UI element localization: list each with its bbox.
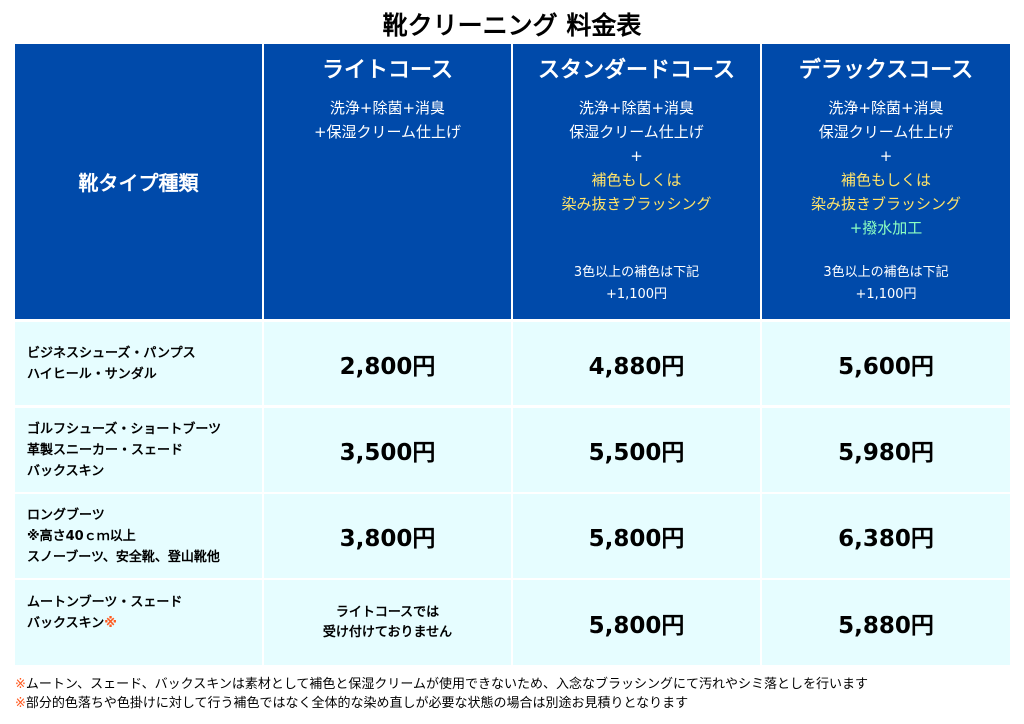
shoe-type-line: 革製スニーカー・スェード xyxy=(27,442,184,458)
course-plus: + xyxy=(879,147,893,165)
shoe-type-line: ムートンブーツ・スェード xyxy=(27,595,183,610)
note-mark: ※ xyxy=(104,616,117,631)
course-waterproof: +撥水加工 xyxy=(849,219,923,237)
course-desc: 洗浄+除菌+消臭 xyxy=(828,99,944,117)
extra-note: 3色以上の補色は下記 xyxy=(823,265,949,280)
course-name: ライトコース xyxy=(322,58,453,83)
shoe-type-line: スノーブーツ、安全靴、登山靴他 xyxy=(27,549,220,565)
course-option: 染み抜きブラッシング xyxy=(561,195,712,213)
not-available-text: ライトコースでは xyxy=(335,604,440,620)
shoe-type-line: バックスキン xyxy=(27,463,105,479)
course-desc: 保湿クリーム仕上げ xyxy=(818,123,954,141)
footnote-text: 部分的色落ちや色掛けに対して行う補色ではなく全体的な染め直しが必要な状態の場合は… xyxy=(25,696,689,711)
footnote-text: ムートン、スェード、バックスキンは素材として補色と保湿クリームが使用できないため… xyxy=(25,677,869,692)
shoe-type-line: ハイヒール・サンダル xyxy=(27,366,157,382)
course-desc: 洗浄+除菌+消臭 xyxy=(578,99,695,117)
note-mark: ※ xyxy=(15,696,26,711)
shoe-type-line: ゴルフシューズ・ショートブーツ xyxy=(27,421,222,437)
price-cell: 5,880円 xyxy=(762,580,1010,665)
course-name: デラックスコース xyxy=(798,58,974,83)
course-plus: + xyxy=(630,147,643,165)
shoe-type-line: バックスキン xyxy=(27,616,105,631)
shoe-type-line: ※高さ40ｃｍ以上 xyxy=(27,528,136,544)
course-desc: 洗浄+除菌+消臭 xyxy=(329,99,446,117)
course-desc: +保湿クリーム仕上げ xyxy=(313,123,462,141)
shoe-type-cell: ゴルフシューズ・ショートブーツ 革製スニーカー・スェード バックスキン xyxy=(15,408,262,492)
page-title: 靴クリーニング 料金表 xyxy=(382,11,642,40)
shoe-type-cell: ムートンブーツ・スェード バックスキン※ xyxy=(15,580,262,665)
footnote: ※部分的色落ちや色掛けに対して行う補色ではなく全体的な染め直しが必要な状態の場合… xyxy=(15,692,688,711)
price-cell: 3,800円 xyxy=(264,494,511,578)
shoe-type-line: ロングブーツ xyxy=(27,507,105,523)
type-header-label: 靴タイプ種類 xyxy=(78,171,199,195)
price-cell: 5,500円 xyxy=(513,408,760,492)
course-header-light: ライトコース 洗浄+除菌+消臭 +保湿クリーム仕上げ xyxy=(264,44,511,319)
shoe-type-line: ビジネスシューズ・パンプス xyxy=(27,345,196,361)
extra-price: +1,100円 xyxy=(855,287,917,302)
price-cell: 5,800円 xyxy=(513,580,760,665)
course-header-standard: スタンダードコース 洗浄+除菌+消臭 保湿クリーム仕上げ + 補色もしくは 染み… xyxy=(513,44,760,319)
note-mark: ※ xyxy=(15,677,26,692)
footnote: ※ムートン、スェード、バックスキンは素材として補色と保湿クリームが使用できないた… xyxy=(15,673,868,692)
price-cell: 3,500円 xyxy=(264,408,511,492)
extra-price: +1,100円 xyxy=(605,287,668,302)
course-option: 染み抜きブラッシング xyxy=(810,195,961,213)
price-cell: 5,800円 xyxy=(513,494,760,578)
price-cell: 5,600円 xyxy=(762,322,1010,405)
shoe-type-cell: ロングブーツ ※高さ40ｃｍ以上 スノーブーツ、安全靴、登山靴他 xyxy=(15,494,262,578)
type-header: 靴タイプ種類 xyxy=(15,44,262,319)
price-cell: 5,980円 xyxy=(762,408,1010,492)
not-available-cell: ライトコースでは 受け付けておりません xyxy=(264,580,511,665)
course-header-deluxe: デラックスコース 洗浄+除菌+消臭 保湿クリーム仕上げ + 補色もしくは 染み抜… xyxy=(762,44,1010,319)
course-desc: 保湿クリーム仕上げ xyxy=(569,123,704,141)
shoe-type-cell: ビジネスシューズ・パンプス ハイヒール・サンダル xyxy=(15,322,262,405)
extra-note: 3色以上の補色は下記 xyxy=(573,265,700,280)
course-option: 補色もしくは xyxy=(840,171,931,189)
course-name: スタンダードコース xyxy=(538,58,735,83)
price-cell: 2,800円 xyxy=(264,322,511,405)
price-cell: 6,380円 xyxy=(762,494,1010,578)
course-option: 補色もしくは xyxy=(591,171,682,189)
not-available-text: 受け付けておりません xyxy=(322,624,453,640)
price-cell: 4,880円 xyxy=(513,322,760,405)
